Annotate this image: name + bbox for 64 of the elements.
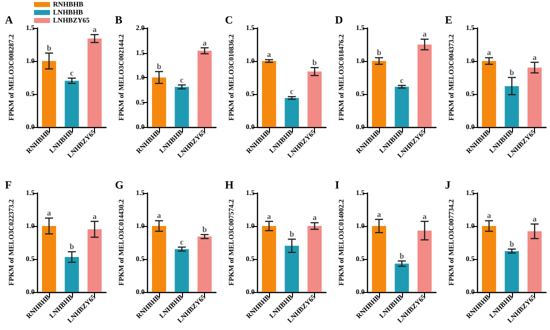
annotation: b [400, 251, 405, 260]
bar [482, 226, 496, 292]
annotation: a [532, 52, 537, 62]
annotation: b [510, 68, 515, 77]
chart-title: J [445, 180, 451, 192]
bar [372, 61, 386, 127]
bar [418, 230, 432, 292]
bar [504, 251, 519, 292]
annotation: b [156, 62, 162, 72]
annotation: a [92, 212, 97, 221]
bar [528, 231, 542, 292]
annotation: c [70, 68, 74, 78]
annotation: a [487, 48, 492, 58]
annotation: a [267, 212, 272, 221]
annotation: b [290, 230, 295, 239]
annotation: a [92, 25, 97, 34]
bar [88, 229, 102, 292]
annotation: b [70, 242, 75, 252]
bar [394, 264, 409, 292]
annotation: a [202, 38, 207, 48]
annotation: b [510, 240, 515, 249]
annotation: a [312, 213, 317, 222]
chart-title: H [225, 180, 234, 192]
bar [64, 257, 79, 292]
bar [528, 68, 542, 127]
bar [418, 44, 432, 127]
annotation: b [376, 48, 382, 58]
annotation: b [46, 44, 52, 53]
bar [42, 226, 56, 292]
chart-title: B [115, 14, 123, 26]
bar [198, 236, 212, 292]
annotation: b [202, 225, 208, 234]
bar [372, 226, 386, 292]
chart-title: E [445, 14, 452, 26]
bar [152, 226, 166, 292]
chart-title: F [5, 180, 12, 192]
bar [174, 86, 189, 127]
bar [284, 98, 299, 127]
annotation: a [422, 212, 427, 221]
chart-title: D [335, 14, 343, 26]
annotation: a [377, 210, 382, 219]
annotation: c [180, 238, 184, 247]
annotation: c [180, 75, 184, 84]
annotation: a [532, 214, 537, 224]
annotation: b [312, 58, 318, 68]
annotation: c [400, 76, 404, 85]
bar [482, 61, 496, 127]
chart-title: G [115, 180, 124, 192]
bar [198, 50, 212, 127]
annotation: a [487, 211, 492, 220]
annotation: a [422, 30, 427, 39]
bar [308, 72, 322, 127]
annotation: a [267, 50, 272, 60]
chart-title: A [5, 14, 13, 26]
annotation: a [47, 208, 52, 218]
bar [394, 86, 409, 127]
bar [174, 249, 189, 292]
annotation: a [157, 211, 162, 220]
bar [262, 61, 276, 127]
annotation: c [290, 87, 294, 96]
bar [504, 86, 519, 127]
bar [152, 78, 166, 127]
chart-title: C [225, 14, 233, 26]
chart-title: I [335, 180, 340, 192]
